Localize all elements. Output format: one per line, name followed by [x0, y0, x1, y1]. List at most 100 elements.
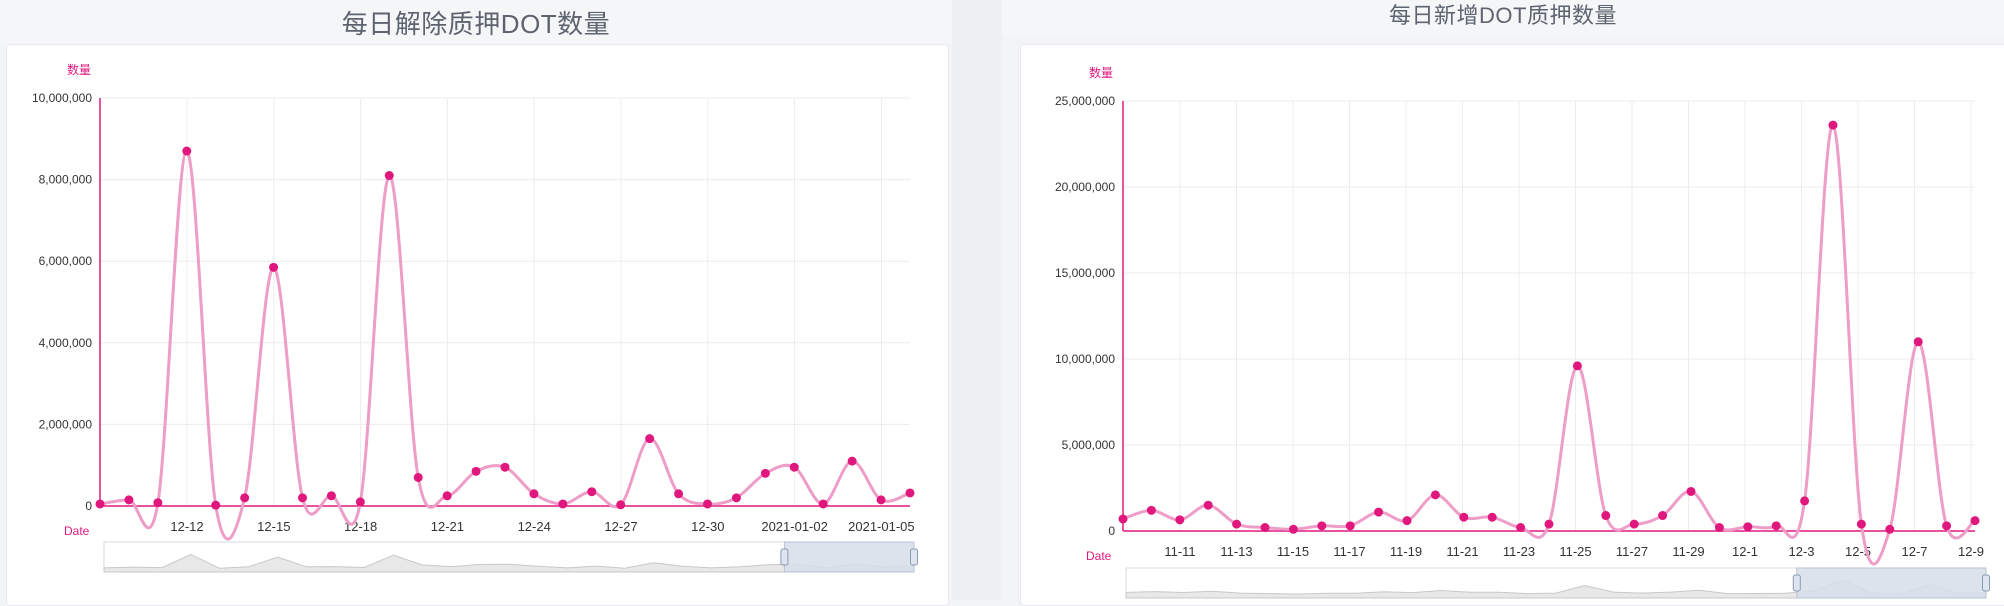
left-data-point [789, 462, 799, 472]
left-data-point [760, 468, 770, 478]
right-data-point [1714, 523, 1724, 533]
left-data-point [240, 493, 250, 503]
left-data-point [471, 466, 481, 476]
right-ytick-label: 0 [1108, 524, 1115, 538]
right-data-point [1970, 516, 1980, 526]
left-data-point [674, 489, 684, 499]
left-data-point [182, 146, 192, 156]
left-xtick-label: 12-15 [257, 519, 290, 534]
left-chart-title: 每日解除质押DOT数量 [0, 0, 952, 44]
left-data-point [645, 434, 655, 444]
right-data-point [1913, 337, 1923, 347]
right-data-point [1260, 523, 1270, 533]
right-data-point [1175, 515, 1185, 525]
left-xtick-label: 12-21 [431, 519, 464, 534]
left-data-point [384, 171, 394, 181]
left-data-point [355, 497, 365, 507]
right-series-line [1122, 123, 1976, 566]
right-ytick-label: 10,000,000 [1055, 352, 1115, 366]
right-data-point [1374, 507, 1384, 517]
right-data-point [1942, 521, 1952, 531]
right-xtick-label: 12-1 [1732, 544, 1758, 559]
right-xtick-label: 11-29 [1672, 544, 1704, 559]
right-xtick-label: 11-25 [1559, 544, 1591, 559]
panel-gap [952, 0, 1002, 600]
right-data-point [1288, 524, 1298, 534]
left-data-point [269, 262, 279, 272]
left-data-point [124, 495, 134, 505]
left-ytick-label: 8,000,000 [39, 173, 93, 187]
right-data-point [1601, 511, 1611, 521]
left-data-point [95, 499, 105, 509]
left-zoom-selection[interactable] [783, 541, 915, 573]
right-data-point [1658, 511, 1668, 521]
left-xtick-label: 12-30 [691, 519, 724, 534]
right-data-point [1800, 496, 1810, 506]
left-data-point [905, 488, 915, 498]
left-data-point [298, 493, 307, 503]
right-xtick-label: 11-21 [1446, 544, 1478, 559]
unstake-line-chart[interactable]: 0 2,000,000 4,000,000 6,000,000 8,000,000 10,… [0, 0, 1002, 600]
left-data-point [818, 499, 828, 509]
stake-line-chart[interactable]: 0 5,000,000 10,000,000 15,000,000 20,000,000… [1002, 0, 2004, 600]
right-data-point [1828, 120, 1838, 130]
left-data-point [876, 495, 886, 505]
left-data-point [703, 499, 712, 509]
left-x-axis-name: Date [64, 524, 90, 538]
right-data-point [1203, 500, 1213, 510]
left-data-point [153, 498, 163, 508]
right-data-point [1743, 522, 1753, 532]
right-data-point [1402, 516, 1412, 526]
left-ytick-label: 2,000,000 [39, 417, 93, 431]
left-xtick-label: 2021-01-05 [848, 519, 915, 534]
right-xtick-label: 11-15 [1277, 544, 1309, 559]
right-xtick-label: 11-27 [1616, 544, 1648, 559]
right-xtick-label: 11-11 [1164, 544, 1195, 559]
right-chart-title: 每日新增DOT质押数量 [1002, 0, 2004, 36]
left-zoom-handle[interactable] [910, 548, 918, 566]
right-data-point [1885, 524, 1895, 534]
right-zoom-handle[interactable] [1982, 574, 1990, 592]
left-data-point [529, 489, 539, 499]
right-ytick-label: 5,000,000 [1062, 438, 1116, 452]
left-ytick-label: 0 [85, 499, 92, 513]
right-y-axis-name: 数量 [1089, 65, 1113, 80]
right-xtick-label: 12-7 [1901, 544, 1927, 559]
right-data-point [1856, 519, 1866, 529]
left-data-point [847, 456, 857, 466]
right-data-point [1430, 490, 1440, 500]
right-xtick-label: 12-9 [1958, 544, 1984, 559]
left-xtick-label: 12-24 [518, 519, 551, 534]
right-data-point [1146, 505, 1156, 515]
left-zoom-handle[interactable] [780, 548, 789, 566]
right-ytick-label: 20,000,000 [1055, 180, 1115, 194]
right-xtick-label: 11-19 [1390, 544, 1422, 559]
right-data-point [1317, 521, 1327, 531]
right-zoom-selection[interactable] [1796, 567, 1987, 599]
right-data-point [1459, 512, 1469, 522]
right-zoom-handle[interactable] [1792, 574, 1801, 592]
left-data-point [587, 487, 597, 497]
right-data-point [1544, 519, 1554, 529]
left-xtick-label: 12-27 [604, 519, 637, 534]
left-ytick-label: 10,000,000 [32, 91, 92, 105]
right-xtick-label: 11-13 [1220, 544, 1252, 559]
left-xtick-label: 12-12 [170, 519, 203, 534]
left-series-line [99, 149, 911, 541]
right-data-point [1345, 521, 1355, 531]
left-ytick-label: 4,000,000 [39, 336, 93, 350]
left-data-point [500, 462, 510, 472]
left-data-point [326, 491, 336, 501]
right-xtick-label: 11-23 [1503, 544, 1535, 559]
right-xtick-label: 11-17 [1333, 544, 1365, 559]
right-data-point [1516, 523, 1526, 533]
right-data-point [1487, 512, 1497, 522]
right-data-point [1771, 521, 1781, 531]
left-data-point [442, 491, 452, 501]
left-xtick-label: 2021-01-02 [761, 519, 828, 534]
right-xtick-label: 12-3 [1788, 544, 1814, 559]
left-data-point [413, 472, 423, 482]
right-x-axis-name: Date [1086, 549, 1112, 563]
left-data-point [558, 499, 568, 509]
right-ytick-label: 15,000,000 [1055, 266, 1115, 280]
